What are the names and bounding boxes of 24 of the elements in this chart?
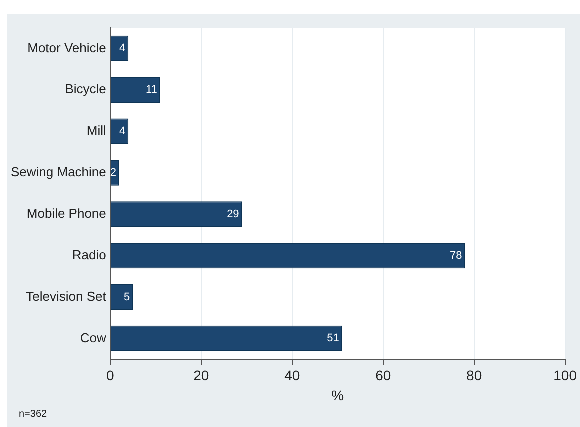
data-label: 5 — [124, 291, 130, 304]
x-tick-label: 20 — [194, 368, 210, 384]
y-tick-label: Television Set — [26, 288, 107, 304]
y-tick-label: Mobile Phone — [26, 206, 106, 221]
data-label: 2 — [110, 167, 116, 180]
data-label: 78 — [450, 250, 462, 262]
data-label: 4 — [119, 42, 126, 55]
x-tick-label: 100 — [554, 368, 578, 384]
x-tick-label: 60 — [376, 368, 392, 384]
y-tick-label: Motor Vehicle — [28, 40, 106, 56]
y-tick-label: Sewing Machine — [10, 164, 106, 180]
data-label: 51 — [327, 332, 340, 345]
x-axis-title: % — [332, 387, 344, 404]
data-label: 11 — [146, 84, 158, 96]
y-tick-label: Bicycle — [65, 82, 106, 97]
data-label: 29 — [227, 208, 240, 220]
x-tick-label: 80 — [466, 368, 482, 384]
text: n=362 — [19, 409, 48, 420]
y-tick-label: Cow — [80, 330, 107, 346]
y-tick-label: Radio — [72, 247, 106, 262]
data-label: 4 — [119, 126, 126, 138]
y-tick-label: Mill — [86, 123, 106, 138]
x-tick-label: 40 — [284, 368, 300, 384]
x-tick-label: 0 — [106, 368, 114, 384]
